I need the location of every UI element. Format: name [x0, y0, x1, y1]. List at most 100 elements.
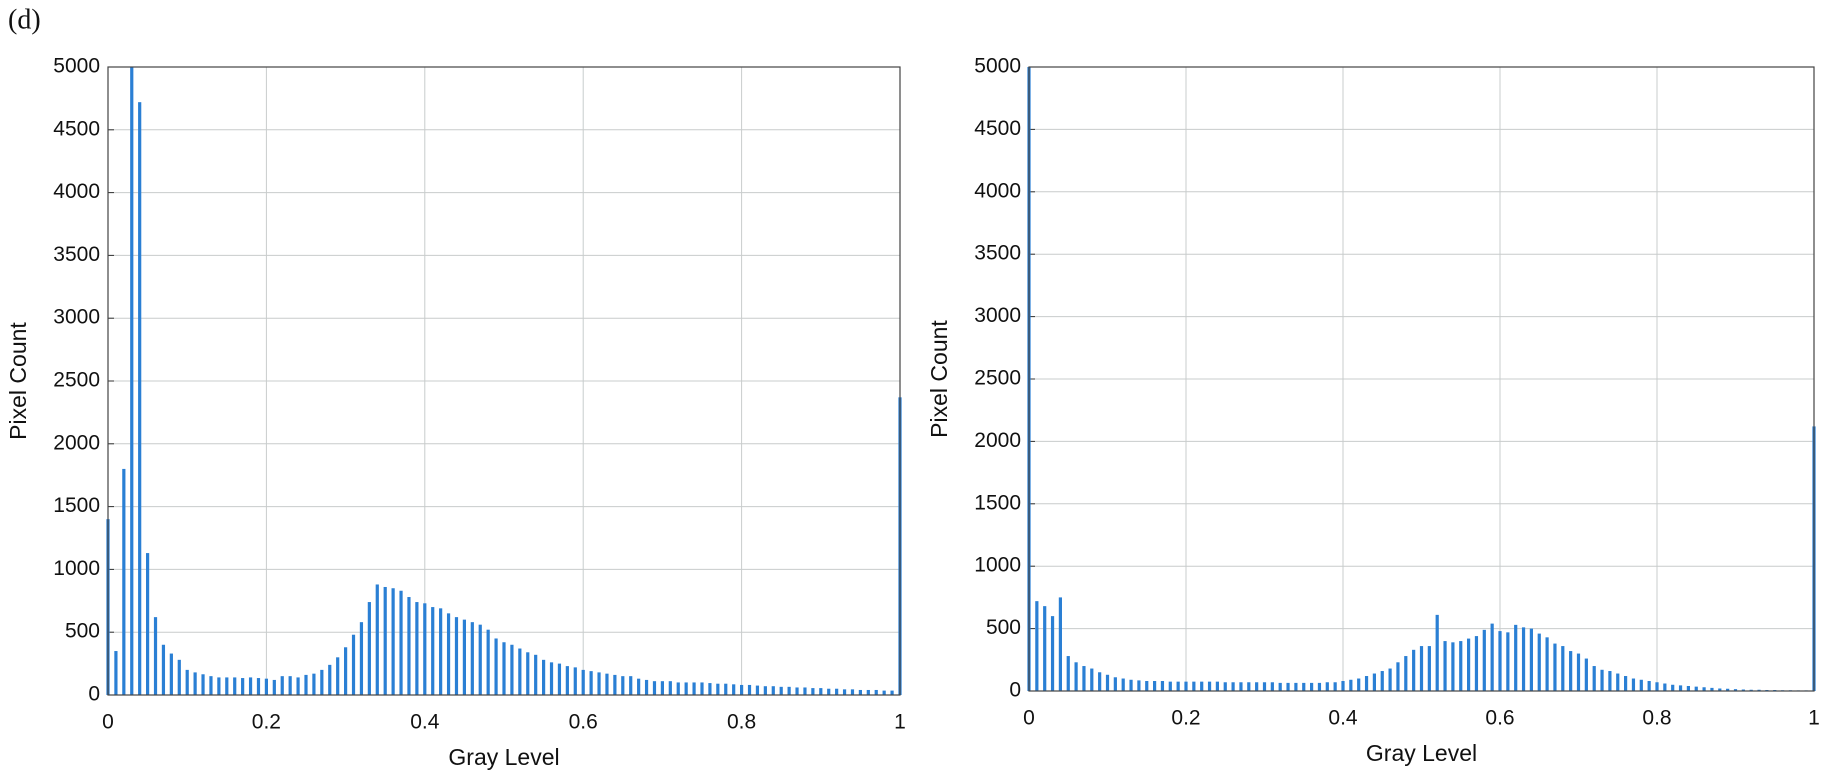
bar [779, 686, 783, 695]
bar [1584, 658, 1588, 691]
bar [1608, 671, 1612, 691]
bar [771, 686, 775, 695]
y-axis-title: Pixel Count [5, 322, 31, 440]
bar [795, 687, 799, 695]
bar [882, 690, 886, 695]
bar [890, 690, 894, 695]
x-tick-label: 0 [102, 711, 114, 734]
bar [462, 619, 466, 695]
y-tick-label: 1000 [53, 557, 100, 580]
bar [1129, 679, 1133, 691]
bar [1569, 651, 1573, 691]
bar [1341, 681, 1345, 691]
bar [684, 682, 688, 695]
bar [1372, 673, 1376, 691]
bar [1451, 642, 1455, 691]
bar [1247, 682, 1251, 691]
bar [842, 689, 847, 695]
x-tick-label: 1 [894, 711, 906, 734]
bar [557, 663, 562, 695]
bar [351, 634, 356, 695]
bar [573, 667, 577, 695]
x-tick-label: 1 [1808, 707, 1820, 730]
x-tick-label: 0 [1023, 707, 1035, 730]
bar [177, 659, 181, 695]
bar [454, 617, 459, 695]
bar [565, 666, 569, 695]
bar [1294, 682, 1298, 691]
bar [858, 689, 862, 695]
bar [296, 677, 300, 695]
bar [304, 674, 308, 695]
bar [763, 686, 767, 695]
bar [1215, 681, 1219, 691]
bar [367, 602, 371, 695]
x-tick-label: 0.4 [410, 711, 440, 734]
bar [1380, 671, 1384, 691]
bar [423, 603, 427, 695]
bar [629, 676, 633, 695]
bar [470, 622, 474, 695]
x-axis-title: Gray Level [448, 744, 559, 770]
bar [1655, 682, 1659, 691]
bar [700, 682, 704, 695]
bar [122, 468, 126, 695]
bar [1255, 682, 1259, 691]
x-tick-label: 0.6 [1485, 707, 1514, 730]
bar [827, 688, 831, 695]
bar [605, 673, 609, 695]
bar [1043, 606, 1047, 691]
bar [1200, 681, 1204, 691]
bar [1561, 646, 1565, 691]
bar [1113, 677, 1117, 691]
bar [1058, 597, 1062, 691]
bar [755, 685, 760, 695]
bar [359, 622, 364, 695]
bar [1349, 679, 1353, 691]
bar [1035, 601, 1039, 691]
bar [1137, 680, 1141, 691]
y-tick-label: 1500 [974, 491, 1021, 514]
bar [1553, 643, 1557, 691]
bar [526, 652, 530, 695]
bar [502, 642, 506, 695]
y-tick-label: 3500 [53, 243, 100, 266]
bar [1490, 623, 1494, 691]
bar [1647, 681, 1651, 691]
bar [1616, 673, 1620, 691]
bar [1467, 638, 1471, 691]
chart: 0 500 1000 1500 2000 2500 3000 3500 4000 4500 5000… [5, 55, 906, 771]
bar [1514, 624, 1518, 691]
bar [1239, 682, 1243, 691]
bar [708, 683, 712, 695]
bar [644, 679, 649, 695]
bar [1545, 637, 1549, 691]
bar [1302, 682, 1306, 691]
x-tick-label: 0.6 [569, 711, 598, 734]
y-tick-label: 0 [1009, 679, 1021, 702]
bar [280, 676, 284, 695]
plot-frame [1028, 66, 1815, 692]
bar [1671, 684, 1675, 691]
bar [185, 669, 189, 695]
y-tick-label: 500 [65, 620, 100, 643]
x-tick-label: 0.8 [727, 711, 756, 734]
bar [1184, 681, 1188, 691]
bar [336, 657, 340, 695]
bar [1741, 689, 1745, 691]
bar [1333, 682, 1337, 691]
y-tick-label: 4000 [974, 179, 1021, 202]
bar [1192, 681, 1196, 691]
bar [1521, 627, 1526, 691]
panel-label: (d) [8, 4, 41, 35]
bar [716, 683, 720, 695]
bar [1145, 681, 1149, 691]
bar [383, 586, 387, 695]
y-tick-label: 2000 [53, 431, 100, 454]
y-tick-label: 5000 [974, 55, 1021, 78]
y-tick-label: 3500 [974, 242, 1021, 265]
bar [1443, 641, 1447, 691]
bar [866, 689, 870, 695]
bar [1105, 674, 1110, 691]
bar [1412, 649, 1416, 691]
